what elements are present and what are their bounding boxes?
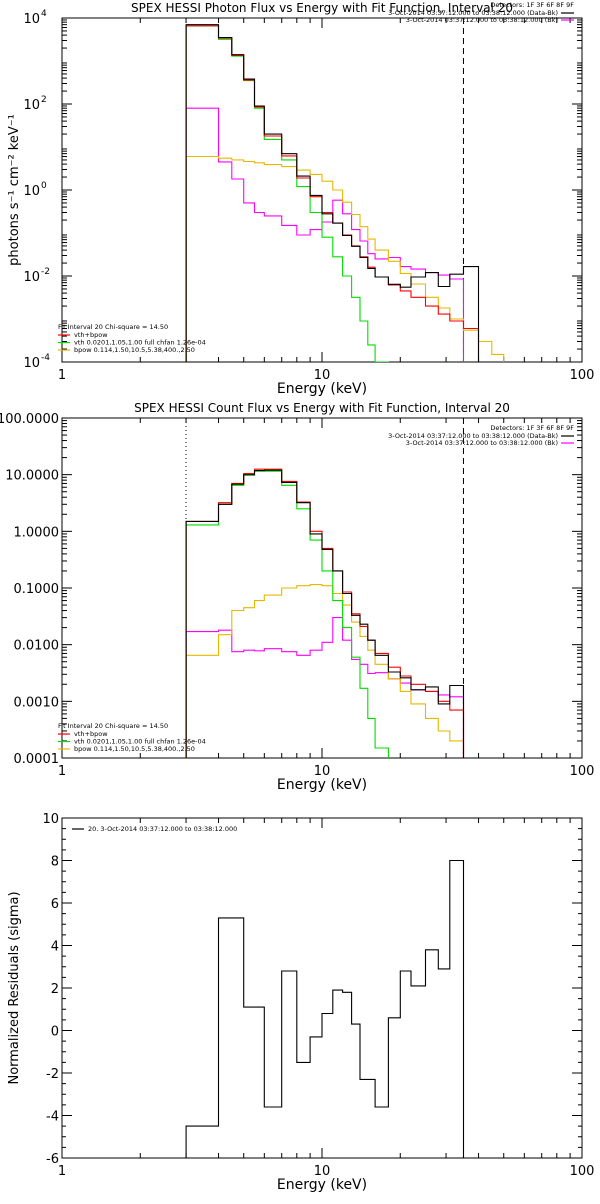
plot-frame (61, 417, 583, 759)
y-tick-label: 0.0001 (14, 752, 60, 767)
y-tick-label: -4 (46, 1110, 59, 1125)
legend-header: Detectors: 1F 3F 6F 8F 9F (490, 1, 574, 9)
chart-1: SPEX HESSI Photon Flux vs Energy with Fi… (7, 1, 594, 397)
legend-entry-label: 3-Oct-2014 03:37:12.000 to 03:38:12.000 … (406, 16, 558, 24)
plot-frame (61, 17, 583, 363)
legend-entry-label: 3-Oct-2014 03:37:12.000 to 03:38:12.000 … (388, 9, 558, 17)
y-tick-label: 10 (23, 270, 40, 285)
y-tick-exponent: 2 (41, 95, 47, 105)
legend-entry-label: bpow 0.114,1.50,10.5,5.38,400.,2.50 (74, 346, 195, 354)
x-tick-label: 100 (570, 1164, 595, 1179)
y-tick-label: 10 (23, 184, 40, 199)
y-tick-label: 0.0100 (14, 639, 60, 654)
x-ticks (61, 818, 583, 1158)
series-background-step-line (185, 107, 465, 362)
y-tick-label: 100.0000 (0, 412, 59, 427)
x-tick-label: 100 (570, 368, 595, 383)
x-tick-label: 1 (58, 368, 66, 383)
series-background-step-line (185, 617, 465, 758)
y-axis-label: Normalized Residuals (sigma) (7, 891, 22, 1084)
series-total-step-line (185, 25, 480, 362)
y-tick-label: 10 (23, 98, 40, 113)
legend-header: Detectors: 1F 3F 6F 8F 9F (490, 424, 574, 432)
x-axis-label: Energy (keV) (277, 777, 367, 793)
y-ticks (62, 817, 582, 1159)
series-bpow-step-line (185, 155, 505, 362)
y-tick-label: 10.0000 (5, 469, 59, 484)
y-tick-exponent: -2 (41, 267, 50, 277)
plot-frame (61, 817, 583, 1159)
chart-3: Energy (keV) Normalized Residuals (sigma)… (7, 812, 594, 1193)
legend-entry-label: vth+bpow (74, 331, 108, 339)
plot-area (185, 24, 505, 362)
series-data-step-line (185, 859, 465, 1158)
y-ticks (62, 417, 582, 759)
y-tick-label: 0 (51, 1025, 59, 1040)
legend-entry-label: 3-Oct-2014 03:37:12.000 to 03:38:12.000 … (406, 439, 558, 447)
y-tick-label: 8 (51, 855, 59, 870)
legend-top: Detectors: 1F 3F 6F 8F 9F3-Oct-2014 03:3… (388, 1, 574, 24)
legend-top-left: 20. 3-Oct-2014 03:37:12.000 to 03:38:12.… (72, 825, 237, 833)
x-tick-label: 100 (570, 764, 595, 779)
x-ticks (61, 18, 583, 362)
legend-bottom: Fit Interval 20 Chi-square = 14.50vth+bp… (58, 722, 206, 753)
legend-header: Fit Interval 20 Chi-square = 14.50 (58, 722, 168, 730)
y-tick-exponent: -4 (41, 353, 50, 363)
y-tick-label: 10 (23, 356, 40, 371)
x-tick-label: 1 (58, 1164, 66, 1179)
x-tick-label: 10 (314, 368, 331, 383)
series-data-step-line (185, 469, 465, 758)
series-bpow-step-line (185, 584, 465, 758)
x-axis-label: Energy (keV) (277, 1177, 367, 1193)
legend-entry-label: 3-Oct-2014 03:37:12.000 to 03:38:12.000 … (388, 432, 558, 440)
chart-2: SPEX HESSI Count Flux vs Energy with Fit… (0, 401, 594, 793)
series-vth-step-line (185, 25, 389, 362)
y-tick-label: 1.0000 (14, 525, 60, 540)
legend-top: Detectors: 1F 3F 6F 8F 9F3-Oct-2014 03:3… (388, 424, 574, 447)
y-tick-label: 0.0010 (14, 695, 60, 710)
plot-area (185, 468, 465, 758)
y-tick-label: 6 (51, 897, 59, 912)
legend-entry-label: 20. 3-Oct-2014 03:37:12.000 to 03:38:12.… (88, 825, 237, 833)
chart-title: SPEX HESSI Photon Flux vs Energy with Fi… (131, 1, 513, 15)
y-ticks (62, 17, 582, 363)
y-tick-exponent: 0 (41, 181, 47, 191)
y-tick-label: 10 (42, 812, 59, 827)
legend-entry-label: vth+bpow (74, 730, 108, 738)
y-tick-exponent: 4 (41, 9, 47, 19)
x-axis-label: Energy (keV) (277, 381, 367, 397)
legend-entry-label: vth 0.0201,1.05,1.00 full chfan 1.26e-04 (74, 738, 206, 746)
x-tick-label: 1 (58, 764, 66, 779)
series-total-step-line (185, 468, 465, 758)
legend-entry-label: bpow 0.114,1.50,10.5,5.38,400.,2.50 (74, 745, 195, 753)
y-tick-label: -2 (46, 1067, 59, 1082)
chart-title: SPEX HESSI Count Flux vs Energy with Fit… (134, 401, 510, 415)
series-data-step-line (185, 24, 480, 362)
y-tick-label: 2 (51, 982, 59, 997)
legend-bottom: Fit Interval 20 Chi-square = 14.50vth+bp… (58, 323, 206, 354)
legend-header: Fit Interval 20 Chi-square = 14.50 (58, 323, 168, 331)
plot-area (185, 859, 465, 1158)
y-tick-label: 0.1000 (14, 582, 60, 597)
x-tick-label: 10 (314, 1164, 331, 1179)
y-tick-label: -6 (46, 1152, 59, 1167)
x-ticks (61, 418, 583, 758)
y-tick-label: 10 (23, 12, 40, 27)
y-tick-label: 4 (51, 940, 59, 955)
y-axis-label: photons s⁻¹ cm⁻² keV⁻¹ (7, 114, 22, 266)
x-tick-label: 10 (314, 764, 331, 779)
legend-entry-label: vth 0.0201,1.05,1.00 full chfan 1.26e-04 (74, 339, 206, 347)
